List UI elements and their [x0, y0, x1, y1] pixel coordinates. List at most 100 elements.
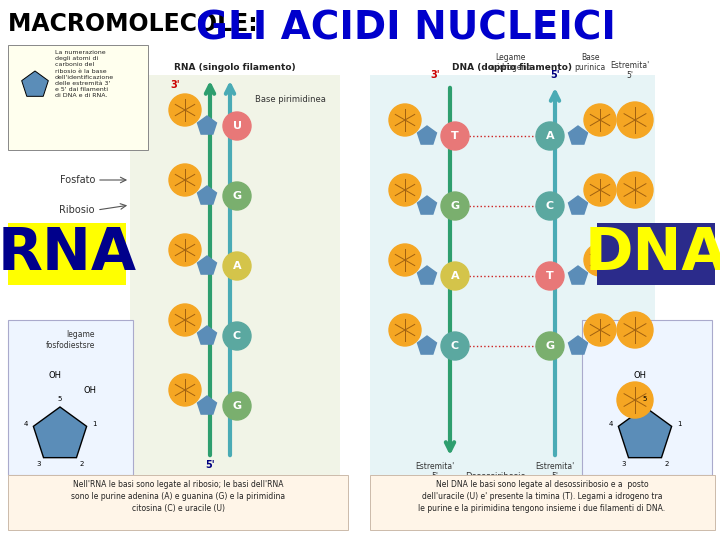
Text: C: C	[546, 201, 554, 211]
Text: G: G	[233, 191, 242, 201]
Polygon shape	[569, 336, 588, 354]
Text: Desoss.
ribosio: Desoss. ribosio	[626, 490, 665, 509]
Polygon shape	[197, 256, 217, 274]
Text: Estremita'
3': Estremita' 3'	[611, 462, 649, 481]
Circle shape	[169, 94, 201, 126]
Text: T: T	[546, 271, 554, 281]
Circle shape	[617, 312, 653, 348]
Polygon shape	[418, 336, 436, 354]
Circle shape	[169, 374, 201, 406]
Text: C: C	[233, 331, 241, 341]
Text: 3': 3'	[430, 70, 440, 80]
Text: G: G	[451, 201, 459, 211]
Bar	[130, 75, 340, 475]
Polygon shape	[418, 266, 436, 284]
Text: U: U	[233, 121, 241, 131]
Text: 4: 4	[608, 421, 613, 427]
Circle shape	[223, 182, 251, 210]
Circle shape	[389, 174, 421, 206]
Text: Base
purinica: Base purinica	[575, 52, 606, 72]
Polygon shape	[197, 186, 217, 204]
Circle shape	[169, 164, 201, 196]
Circle shape	[441, 122, 469, 150]
Text: 3: 3	[621, 462, 626, 468]
Polygon shape	[569, 126, 588, 144]
Polygon shape	[197, 326, 217, 344]
Polygon shape	[197, 116, 217, 134]
Circle shape	[617, 172, 653, 208]
Polygon shape	[197, 396, 217, 414]
Circle shape	[441, 332, 469, 360]
Bar	[8, 475, 348, 530]
Bar	[370, 75, 655, 475]
Circle shape	[389, 104, 421, 136]
Text: Base pirimidinea: Base pirimidinea	[255, 96, 326, 105]
Text: 5: 5	[58, 396, 62, 402]
Polygon shape	[618, 407, 672, 458]
Text: Estremita'
5': Estremita' 5'	[611, 60, 649, 80]
Circle shape	[584, 174, 616, 206]
Text: GLI ACIDI NUCLEICI: GLI ACIDI NUCLEICI	[196, 10, 616, 48]
Text: Nell'RNA le basi sono legate al ribosio; le basi dell'RNA
sono le purine adenina: Nell'RNA le basi sono legate al ribosio;…	[71, 480, 285, 512]
Text: legame
fosfodiestsre: legame fosfodiestsre	[45, 330, 95, 350]
Polygon shape	[33, 407, 86, 458]
Text: Ribosio: Ribosio	[60, 205, 95, 215]
Bar	[582, 320, 712, 475]
Text: OH: OH	[634, 371, 647, 380]
Circle shape	[223, 252, 251, 280]
Text: 1: 1	[678, 421, 682, 427]
Circle shape	[441, 192, 469, 220]
Circle shape	[584, 104, 616, 136]
Circle shape	[536, 122, 564, 150]
Text: OH: OH	[84, 386, 96, 395]
Text: 5: 5	[643, 396, 647, 402]
Text: 5': 5'	[205, 460, 215, 470]
Polygon shape	[22, 71, 48, 96]
Polygon shape	[418, 126, 436, 144]
Text: A: A	[233, 261, 241, 271]
Circle shape	[536, 262, 564, 290]
Text: Estremita'
5': Estremita' 5'	[415, 462, 454, 481]
Bar	[370, 475, 715, 530]
Text: DNA (doppio filamento): DNA (doppio filamento)	[452, 63, 572, 72]
Text: A: A	[451, 271, 459, 281]
Polygon shape	[418, 196, 436, 214]
Text: MACROMOLECOLE:: MACROMOLECOLE:	[8, 12, 266, 36]
Circle shape	[536, 332, 564, 360]
Text: Estremita'
5': Estremita' 5'	[536, 462, 575, 481]
Circle shape	[584, 244, 616, 276]
Circle shape	[617, 242, 653, 278]
Circle shape	[441, 262, 469, 290]
Text: Desossiribosio: Desossiribosio	[464, 472, 526, 481]
Text: Legame
a idrogeno: Legame a idrogeno	[490, 52, 531, 72]
Circle shape	[389, 244, 421, 276]
Circle shape	[169, 234, 201, 266]
Bar	[8, 320, 133, 475]
Text: C: C	[451, 341, 459, 351]
Text: RNA: RNA	[0, 226, 137, 282]
Circle shape	[223, 392, 251, 420]
Circle shape	[389, 314, 421, 346]
Text: Fosfato: Fosfato	[60, 175, 95, 185]
Text: 1: 1	[92, 421, 97, 427]
Polygon shape	[569, 196, 588, 214]
Circle shape	[223, 112, 251, 140]
Text: 5': 5'	[550, 70, 560, 80]
Text: 3': 3'	[170, 80, 180, 90]
Circle shape	[223, 322, 251, 350]
Text: 3: 3	[36, 462, 41, 468]
FancyBboxPatch shape	[8, 223, 126, 285]
Text: T: T	[451, 131, 459, 141]
Text: G: G	[546, 341, 554, 351]
Circle shape	[617, 102, 653, 138]
Text: Nel DNA le basi sono legate al desossiribosio e a  posto
dell'uracile (U) e' pre: Nel DNA le basi sono legate al desossiri…	[418, 480, 665, 512]
Circle shape	[536, 192, 564, 220]
Bar	[8, 45, 148, 150]
Circle shape	[617, 382, 653, 418]
Text: La numerazione
degli atomi di
carbonio del
ribosio è la base
dell'identificazion: La numerazione degli atomi di carbonio d…	[55, 50, 114, 98]
Text: DNA: DNA	[585, 226, 720, 282]
Text: RNA (singolo filamento): RNA (singolo filamento)	[174, 63, 296, 72]
Polygon shape	[569, 266, 588, 284]
FancyBboxPatch shape	[597, 223, 715, 285]
Circle shape	[169, 304, 201, 336]
